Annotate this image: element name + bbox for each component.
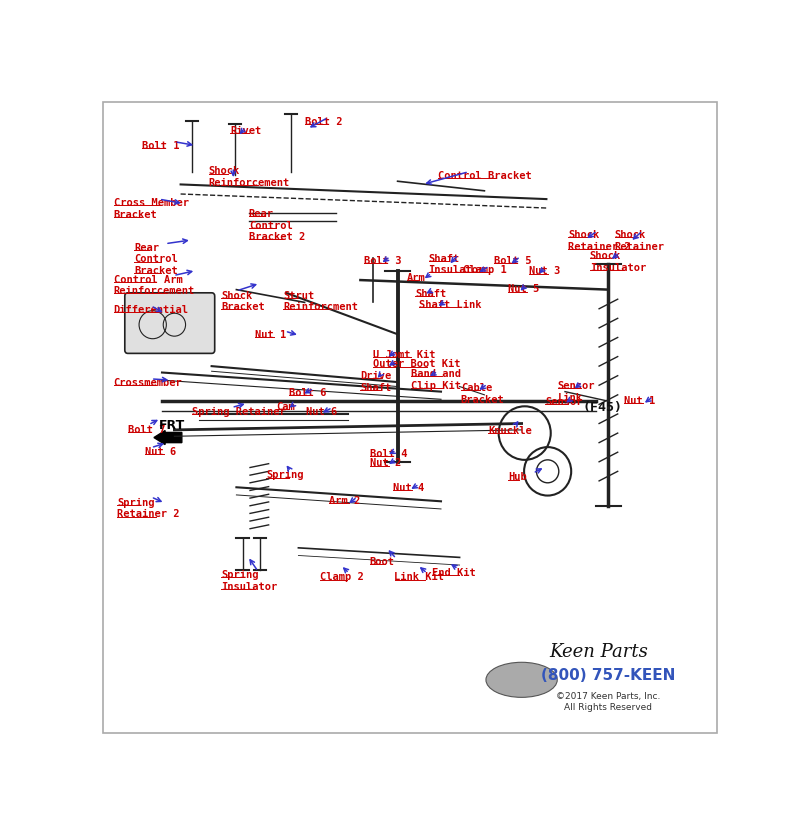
Text: Bolt 5: Bolt 5 — [494, 256, 531, 265]
Text: Shaft
Insulator: Shaft Insulator — [429, 253, 485, 275]
Text: End Kit: End Kit — [432, 567, 475, 577]
Text: Rear
Control
Bracket: Rear Control Bracket — [134, 242, 178, 275]
Text: Band and
Clip Kit: Band and Clip Kit — [411, 369, 462, 390]
Text: Sensor: Sensor — [545, 397, 582, 407]
Text: Boot: Boot — [370, 557, 394, 566]
Text: Shaft Link: Shaft Link — [419, 300, 482, 310]
Text: Shock
Retainer: Shock Retainer — [614, 230, 665, 251]
Text: U Jomt Kit: U Jomt Kit — [373, 350, 435, 360]
Text: Nut 1: Nut 1 — [624, 395, 655, 405]
Text: Shock
Insulator: Shock Insulator — [590, 251, 646, 272]
Text: Bolt 7: Bolt 7 — [128, 424, 166, 434]
Text: Link Kit: Link Kit — [394, 571, 445, 581]
FancyArrow shape — [154, 431, 182, 445]
Text: Sensor
Link: Sensor Link — [558, 380, 595, 402]
Text: Clamp 1: Clamp 1 — [462, 265, 506, 275]
Text: FRT: FRT — [159, 418, 185, 432]
Text: Spring
Insulator: Spring Insulator — [221, 569, 277, 590]
Text: Bolt 1: Bolt 1 — [142, 141, 180, 151]
Text: Cross Member
Bracket: Cross Member Bracket — [114, 198, 189, 219]
Text: Bolt 3: Bolt 3 — [363, 256, 401, 265]
Ellipse shape — [486, 662, 558, 697]
FancyBboxPatch shape — [125, 294, 214, 354]
Text: ©2017 Keen Parts, Inc.
All Rights Reserved: ©2017 Keen Parts, Inc. All Rights Reserv… — [556, 691, 661, 711]
Text: Nut 2: Nut 2 — [370, 458, 401, 468]
Text: Strut
Reinforcment: Strut Reinforcment — [283, 290, 358, 312]
Text: Cable
Bracket: Cable Bracket — [461, 383, 505, 404]
Text: Control Bracket: Control Bracket — [438, 170, 532, 180]
Text: Nut 6: Nut 6 — [145, 447, 176, 457]
Text: Knuckle: Knuckle — [488, 425, 532, 435]
Text: Cam: Cam — [277, 402, 295, 412]
Text: Keen Parts: Keen Parts — [550, 642, 648, 660]
Text: Nut 6: Nut 6 — [306, 406, 337, 416]
Text: (800) 757-KEEN: (800) 757-KEEN — [542, 667, 675, 682]
Text: Nut 1: Nut 1 — [255, 330, 286, 340]
Text: Spring: Spring — [266, 470, 304, 480]
Text: Spring Retainer: Spring Retainer — [192, 406, 286, 416]
Text: Shock
Bracket: Shock Bracket — [221, 290, 265, 312]
Text: Bolt 4: Bolt 4 — [370, 448, 407, 458]
Text: Shock
Reinforcement: Shock Reinforcement — [209, 166, 290, 188]
Text: Arm 2: Arm 2 — [330, 495, 361, 505]
Text: Spring
Retainer 2: Spring Retainer 2 — [118, 497, 180, 519]
Text: Clamp 2: Clamp 2 — [320, 571, 364, 581]
Text: Bolt 6: Bolt 6 — [289, 387, 326, 397]
Text: Drive
Shaft: Drive Shaft — [360, 370, 392, 392]
Text: Arm: Arm — [407, 272, 426, 283]
Text: Nut 4: Nut 4 — [393, 483, 424, 493]
Text: Hub: Hub — [508, 471, 526, 482]
Text: Rivet: Rivet — [230, 126, 262, 136]
Text: Outer Boot Kit: Outer Boot Kit — [373, 359, 460, 369]
Text: Crossmember: Crossmember — [114, 377, 182, 388]
Text: Bolt 2: Bolt 2 — [305, 117, 342, 127]
Text: Rear
Control
Bracket 2: Rear Control Bracket 2 — [249, 208, 305, 242]
Text: Control Arm
Reinforcement: Control Arm Reinforcement — [114, 275, 195, 296]
Text: Nut 3: Nut 3 — [529, 266, 560, 276]
Text: Nut 5: Nut 5 — [508, 284, 539, 294]
Text: Shock
Retainer 2: Shock Retainer 2 — [568, 230, 630, 251]
Text: (F45): (F45) — [582, 400, 622, 414]
Text: Shaft: Shaft — [415, 289, 446, 299]
Text: Differential: Differential — [114, 304, 189, 314]
